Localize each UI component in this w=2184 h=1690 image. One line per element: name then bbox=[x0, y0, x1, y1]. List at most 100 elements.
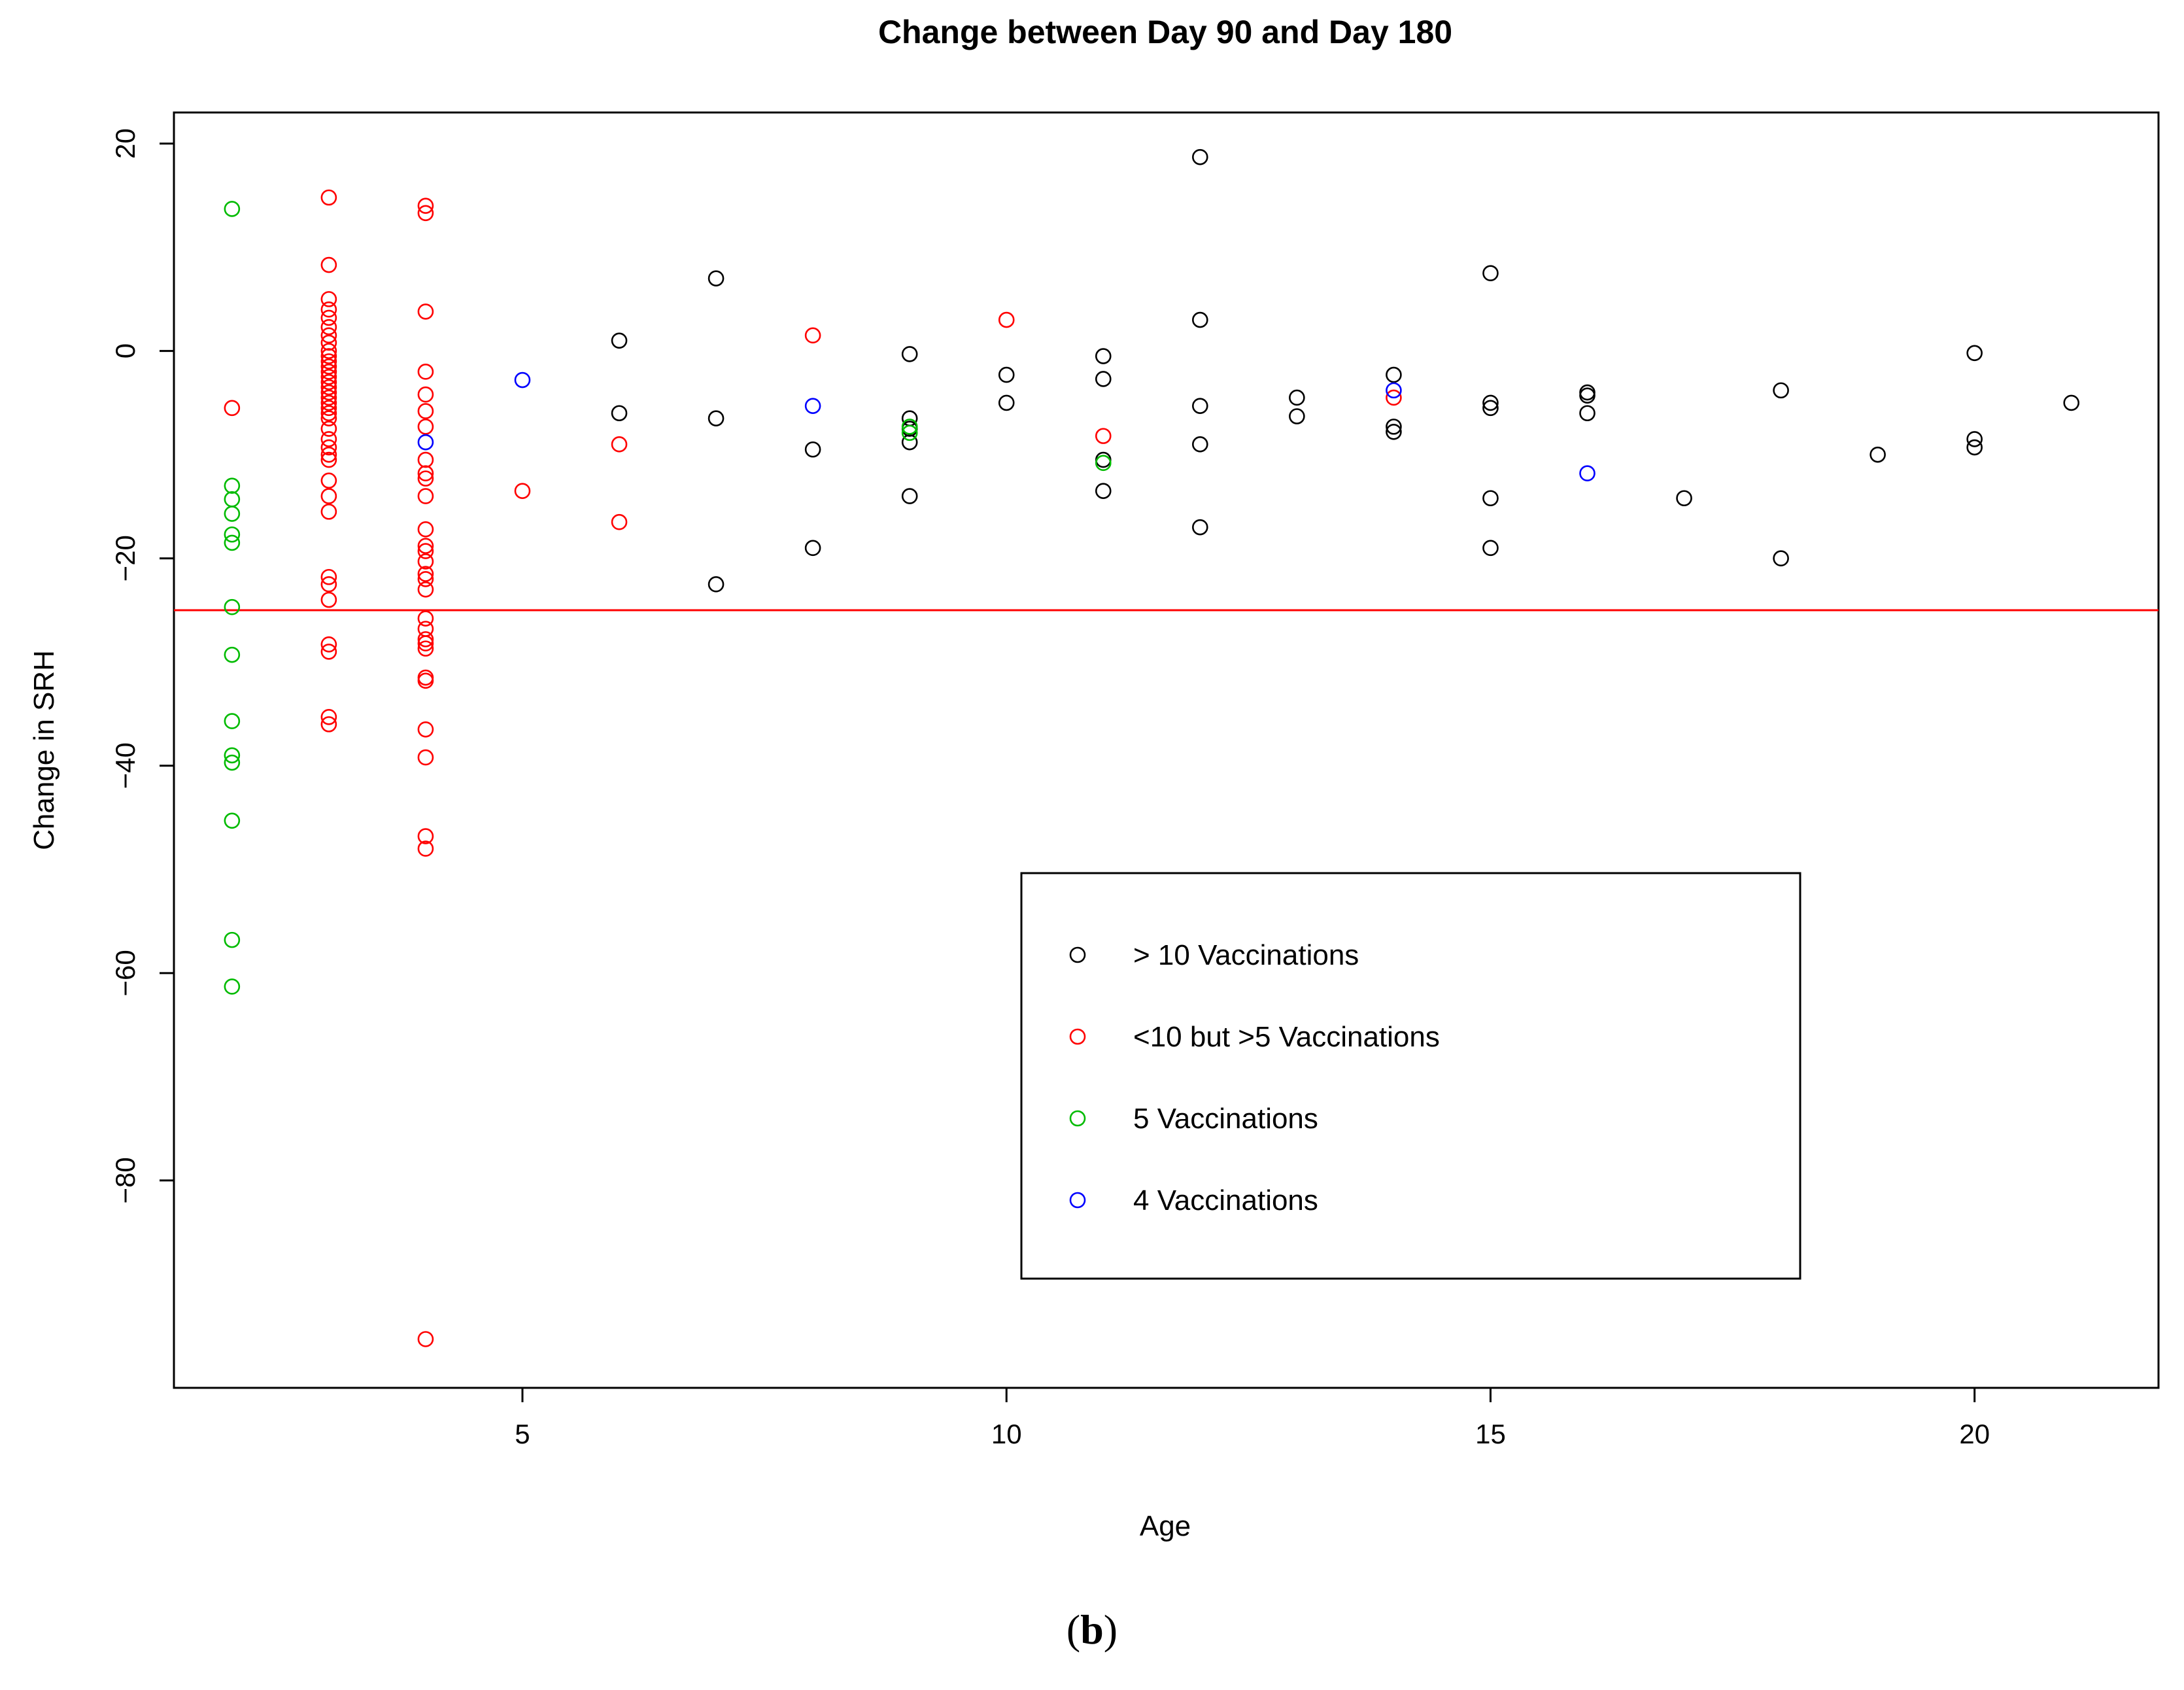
data-point bbox=[417, 205, 434, 222]
data-point bbox=[320, 301, 337, 318]
data-point bbox=[320, 451, 337, 468]
data-point bbox=[320, 368, 337, 385]
data-point bbox=[1289, 389, 1305, 406]
data-point bbox=[901, 419, 918, 435]
data-point bbox=[804, 398, 821, 414]
data-point bbox=[611, 405, 628, 422]
legend-box bbox=[1020, 872, 1801, 1280]
data-point bbox=[611, 513, 628, 530]
data-point bbox=[1386, 366, 1402, 383]
data-point bbox=[417, 521, 434, 538]
data-point bbox=[417, 828, 434, 844]
data-point bbox=[1386, 382, 1402, 399]
data-points bbox=[224, 148, 2080, 1347]
data-point bbox=[417, 470, 434, 487]
data-point bbox=[1192, 311, 1208, 328]
data-point bbox=[224, 506, 241, 522]
data-point bbox=[1192, 148, 1208, 165]
data-point bbox=[901, 346, 918, 362]
data-point bbox=[1482, 400, 1499, 417]
data-point bbox=[320, 504, 337, 520]
data-point bbox=[417, 553, 434, 570]
y-tick-label: −80 bbox=[110, 1157, 141, 1203]
data-point bbox=[804, 441, 821, 458]
data-point bbox=[611, 332, 628, 349]
x-tick-label: 5 bbox=[515, 1419, 530, 1449]
data-point bbox=[1966, 345, 1983, 362]
data-point bbox=[1482, 540, 1499, 557]
data-point bbox=[998, 311, 1015, 328]
data-point bbox=[1676, 490, 1692, 507]
data-point bbox=[224, 931, 241, 948]
data-point bbox=[417, 566, 434, 582]
data-point bbox=[1773, 550, 1789, 567]
data-point bbox=[224, 812, 241, 829]
data-point bbox=[611, 436, 628, 453]
data-point bbox=[417, 434, 434, 451]
data-point bbox=[320, 348, 337, 364]
caption-letter: b bbox=[1080, 1606, 1104, 1653]
data-point bbox=[1773, 382, 1789, 399]
data-point bbox=[417, 635, 434, 652]
data-point bbox=[417, 419, 434, 435]
data-point bbox=[1095, 483, 1112, 499]
data-point bbox=[320, 394, 337, 411]
data-point bbox=[708, 270, 725, 286]
x-tick-label: 10 bbox=[991, 1419, 1022, 1449]
data-point bbox=[417, 631, 434, 647]
data-point bbox=[224, 400, 241, 417]
data-point bbox=[417, 749, 434, 766]
legend-marker bbox=[1069, 1110, 1086, 1127]
data-point bbox=[1095, 348, 1112, 364]
data-point bbox=[320, 384, 337, 401]
data-point bbox=[417, 669, 434, 686]
data-point bbox=[417, 672, 434, 689]
data-point bbox=[417, 1331, 434, 1347]
data-point bbox=[901, 424, 918, 441]
x-axis-label: Age bbox=[1140, 1510, 1191, 1542]
data-point bbox=[998, 394, 1015, 411]
legend-label: 4 Vaccinations bbox=[1133, 1184, 1318, 1216]
data-point bbox=[224, 534, 241, 551]
data-point bbox=[1869, 446, 1886, 463]
data-point bbox=[320, 256, 337, 273]
x-tick-label: 15 bbox=[1475, 1419, 1506, 1449]
caption-open-paren: ( bbox=[1066, 1606, 1081, 1653]
data-point bbox=[224, 754, 241, 771]
data-point bbox=[1482, 490, 1499, 507]
data-point bbox=[320, 319, 337, 336]
data-point bbox=[1095, 428, 1112, 444]
data-point bbox=[1095, 451, 1112, 468]
data-point bbox=[1579, 405, 1595, 422]
data-point bbox=[1579, 387, 1595, 404]
data-point bbox=[320, 353, 337, 370]
data-point bbox=[1192, 398, 1208, 414]
legend-label: 5 Vaccinations bbox=[1133, 1103, 1318, 1135]
data-point bbox=[417, 571, 434, 587]
x-tick-label: 20 bbox=[1959, 1419, 1990, 1449]
data-point bbox=[320, 327, 337, 344]
series-group bbox=[417, 371, 1595, 482]
data-point bbox=[320, 576, 337, 593]
data-point bbox=[320, 343, 337, 359]
series-group bbox=[611, 148, 2080, 593]
y-axis-ticks: 20 0 −20 −40 −60 −80 bbox=[110, 128, 174, 1204]
data-point bbox=[1482, 265, 1499, 282]
data-point bbox=[1579, 384, 1595, 401]
data-point bbox=[417, 403, 434, 419]
data-point bbox=[320, 405, 337, 422]
data-point bbox=[708, 576, 725, 593]
data-point bbox=[224, 477, 241, 494]
series-group bbox=[224, 189, 1402, 1347]
data-point bbox=[320, 291, 337, 307]
data-point bbox=[320, 309, 337, 326]
data-point bbox=[320, 446, 337, 463]
y-tick-label: −60 bbox=[110, 950, 141, 996]
data-point bbox=[417, 364, 434, 380]
data-point bbox=[320, 364, 337, 380]
data-point bbox=[1386, 423, 1402, 440]
data-point bbox=[417, 386, 434, 403]
data-point bbox=[320, 591, 337, 608]
